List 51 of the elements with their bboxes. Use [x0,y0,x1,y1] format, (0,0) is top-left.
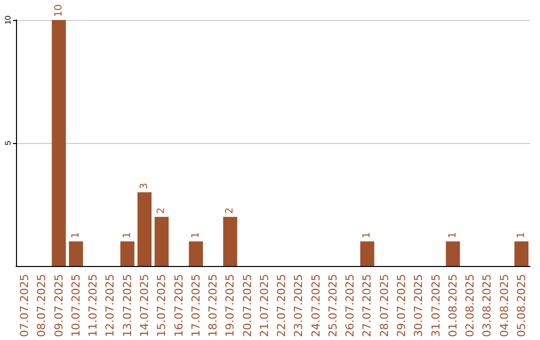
x-tick-label: 28.07.2025 [378,274,391,338]
x-tick-label: 24.07.2025 [309,274,322,338]
bar [188,241,203,266]
x-tick-label: 07.07.2025 [18,274,32,338]
y-tick-label: 5 [4,140,12,146]
data-label: 3 [139,182,150,190]
x-tick-label: 18.07.2025 [206,274,220,338]
x-tick-label: 09.07.2025 [52,274,66,338]
data-label: 10 [53,4,64,17]
x-tick-label: 14.07.2025 [138,274,151,338]
bar [360,241,374,266]
x-tick-label: 02.08.2025 [464,274,477,338]
data-label: 1 [362,232,373,238]
x-tick-label: 12.07.2025 [104,274,117,338]
x-tick-label: 31.07.2025 [429,274,442,338]
x-tick-label: 11.07.2025 [86,274,100,338]
bar [154,216,169,266]
x-tick-label: 01.08.2025 [446,274,460,338]
x-tick-label: 23.07.2025 [292,274,306,338]
data-label: 1 [516,232,527,238]
data-label: 1 [190,232,202,238]
x-tick-label: 15.07.2025 [155,274,168,338]
x-tick-label: 22.07.2025 [275,274,288,338]
x-tick-label: 30.07.2025 [412,274,426,338]
x-tick-label: 13.07.2025 [120,274,134,338]
bar [120,241,134,266]
x-tick-label: 03.08.2025 [480,274,494,338]
x-tick-label: 08.07.2025 [35,274,48,338]
x-tick-label: 25.07.2025 [326,274,340,338]
data-label: 2 [156,207,168,214]
data-label: 2 [224,207,236,214]
x-tick-label: 26.07.2025 [344,274,357,338]
x-tick-label: 10.07.2025 [69,274,82,338]
x-tick-label: 27.07.2025 [360,274,374,338]
data-label: 1 [122,232,133,238]
x-tick-label: 21.07.2025 [258,274,271,338]
x-tick-label: 20.07.2025 [240,274,254,338]
x-tick-label: 16.07.2025 [172,274,186,338]
x-tick-label: 05.08.2025 [514,274,528,338]
bar [223,216,238,266]
bar [446,241,460,266]
x-tick-label: 17.07.2025 [189,274,202,338]
bar [514,241,528,266]
bar [68,241,83,266]
x-tick-label: 29.07.2025 [395,274,408,338]
x-tick-label: 04.08.2025 [498,274,511,338]
x-tick-label: 19.07.2025 [224,274,237,338]
bar [52,20,66,266]
bar [137,192,152,266]
data-label: 1 [447,232,458,238]
data-label: 1 [70,232,82,238]
